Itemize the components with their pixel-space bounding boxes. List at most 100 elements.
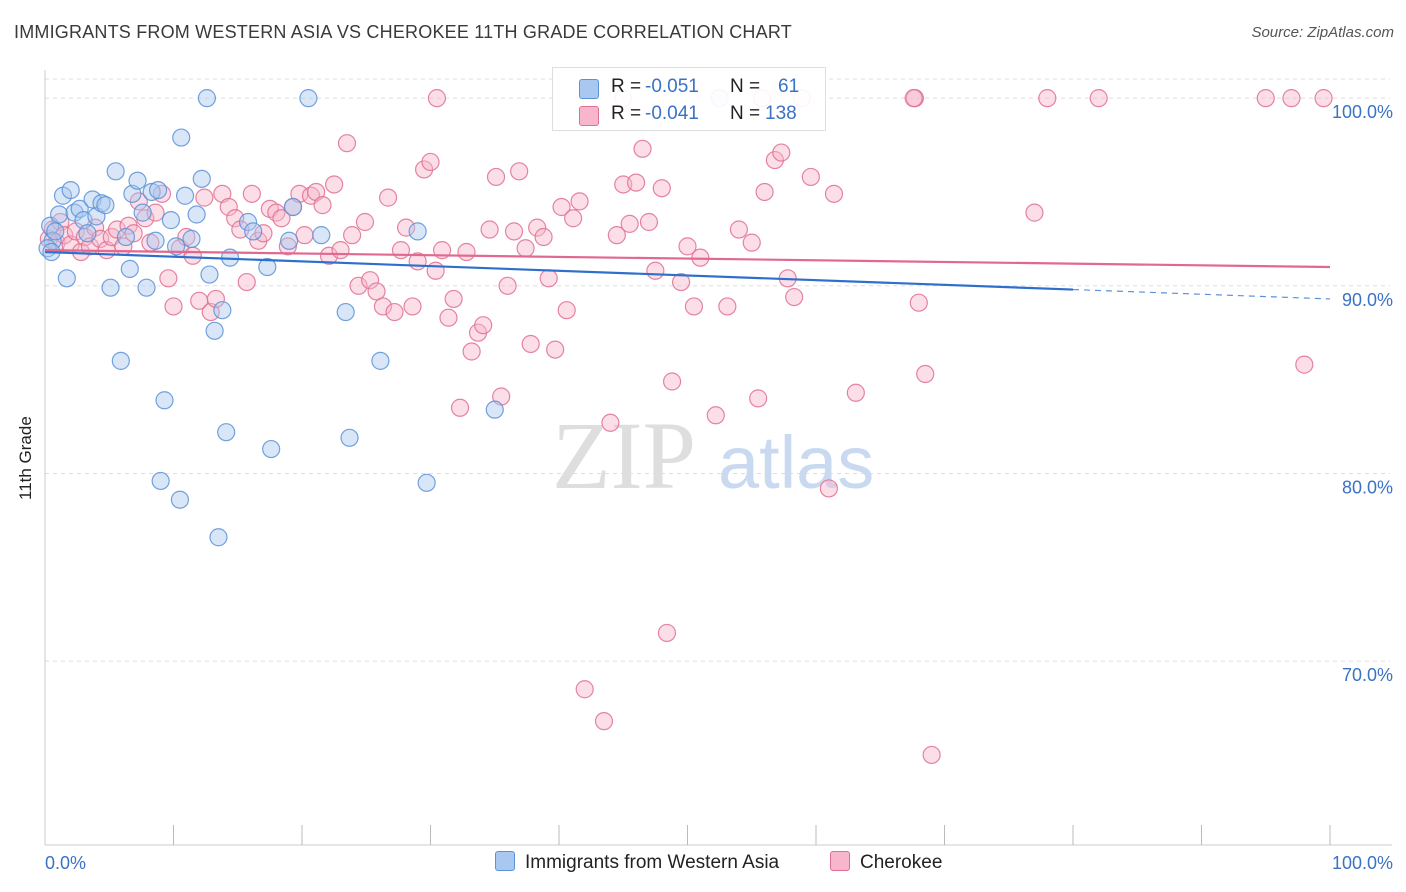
- data-point: [1025, 203, 1044, 222]
- data-point: [182, 229, 201, 248]
- source-label: Source: ZipAtlas.com: [1251, 24, 1394, 41]
- data-point: [361, 271, 380, 290]
- data-point: [1256, 89, 1275, 108]
- data-point: [295, 226, 314, 245]
- data-point: [671, 272, 691, 292]
- data-point: [206, 289, 226, 309]
- trend-line: [44, 249, 1331, 269]
- legend-item-cherokee[interactable]: Cherokee: [830, 851, 942, 874]
- data-point: [570, 192, 589, 211]
- data-point: [340, 428, 359, 447]
- n-value: 61: [778, 76, 800, 97]
- data-point: [57, 269, 76, 288]
- data-point: [1089, 89, 1108, 108]
- data-point: [824, 184, 844, 203]
- data-point: [343, 226, 362, 245]
- data-point: [187, 205, 206, 224]
- data-point: [391, 241, 411, 260]
- data-point: [684, 297, 704, 316]
- data-point: [564, 209, 583, 228]
- data-point: [164, 297, 183, 316]
- data-point: [742, 233, 761, 252]
- data-point: [557, 301, 576, 320]
- data-point: [50, 205, 69, 224]
- data-point: [1314, 89, 1333, 108]
- data-point: [166, 237, 186, 256]
- tick-labels: 70.0% 80.0% 90.0% 100.0% 0.0% 100.0%: [45, 102, 1393, 873]
- data-point: [417, 473, 436, 492]
- y-axis-label: 11th Grade: [16, 416, 35, 500]
- data-point: [633, 139, 652, 158]
- n-value: 138: [765, 103, 797, 124]
- data-point: [238, 212, 258, 232]
- data-point: [450, 398, 470, 417]
- data-point: [355, 212, 375, 232]
- data-point: [646, 261, 665, 280]
- data-point: [70, 199, 89, 218]
- data-point: [155, 391, 174, 410]
- data-point: [46, 222, 65, 241]
- trend-line: [44, 250, 1074, 291]
- data-point: [378, 188, 398, 207]
- legend-label: Cherokee: [860, 852, 943, 873]
- r-value: -0.051: [645, 76, 699, 97]
- data-point: [639, 212, 659, 232]
- y-tick-label: 80.0%: [1342, 477, 1393, 497]
- data-point: [116, 227, 136, 247]
- legend-row-cherokee: R = -0.041 N = 138: [553, 100, 825, 128]
- data-point: [546, 340, 565, 359]
- data-point: [749, 389, 768, 408]
- data-point: [510, 162, 529, 181]
- data-point: [159, 269, 178, 288]
- data-point: [504, 222, 524, 241]
- y-tick-label: 90.0%: [1342, 290, 1393, 310]
- data-point: [213, 301, 232, 320]
- data-point: [111, 351, 130, 370]
- x-tick-label: 0.0%: [45, 853, 86, 873]
- legend-swatch-cherokee: [830, 851, 850, 871]
- data-point: [922, 745, 941, 765]
- data-point: [172, 128, 191, 147]
- data-point: [909, 293, 928, 312]
- data-point: [278, 237, 297, 256]
- data-point: [331, 241, 350, 260]
- data-point: [244, 222, 263, 241]
- data-point: [426, 261, 445, 280]
- data-point: [101, 278, 120, 297]
- r-label: R =: [611, 103, 642, 124]
- r-label: R =: [611, 76, 642, 97]
- legend-swatch-western-asia: [495, 851, 515, 871]
- n-label: N =: [730, 76, 761, 97]
- legend-swatch-western-asia: [579, 79, 599, 99]
- data-point: [197, 89, 217, 108]
- data-point: [106, 162, 125, 181]
- legend-item-western-asia[interactable]: Immigrants from Western Asia: [495, 851, 779, 874]
- data-point: [662, 372, 682, 391]
- data-point: [148, 180, 168, 200]
- data-point: [283, 197, 303, 217]
- data-point: [678, 237, 697, 256]
- data-point: [200, 265, 219, 284]
- data-point: [55, 226, 74, 245]
- data-point: [371, 351, 390, 370]
- data-point: [916, 364, 935, 384]
- data-point: [61, 180, 80, 200]
- data-point: [319, 246, 339, 265]
- data-point: [170, 490, 190, 509]
- data-point: [444, 289, 463, 309]
- data-point: [78, 224, 97, 243]
- axes: [44, 70, 1392, 846]
- data-point: [192, 169, 211, 188]
- data-point: [128, 171, 147, 190]
- data-point: [96, 196, 115, 215]
- data-point: [403, 297, 422, 316]
- data-point: [729, 220, 749, 239]
- data-point: [534, 227, 553, 247]
- data-point: [516, 239, 535, 258]
- data-point: [267, 203, 286, 222]
- data-point: [161, 211, 181, 230]
- data-point: [1295, 355, 1314, 374]
- data-point: [219, 197, 238, 217]
- chart-title: IMMIGRANTS FROM WESTERN ASIA VS CHEROKEE…: [14, 22, 792, 42]
- data-point: [521, 334, 540, 354]
